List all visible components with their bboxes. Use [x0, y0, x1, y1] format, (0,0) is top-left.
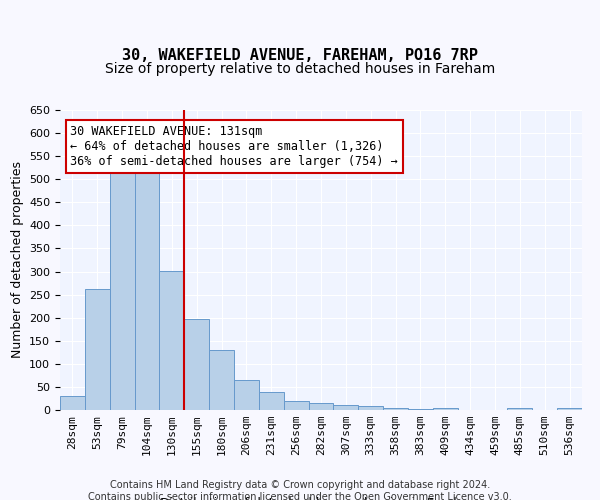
Bar: [259, 392, 284, 410]
Bar: [308, 403, 334, 410]
Bar: [557, 408, 582, 410]
Bar: [284, 401, 308, 410]
Bar: [184, 319, 209, 410]
X-axis label: Distribution of detached houses by size in Fareham: Distribution of detached houses by size …: [161, 497, 482, 500]
Y-axis label: Number of detached properties: Number of detached properties: [11, 162, 23, 358]
Bar: [433, 408, 458, 410]
Bar: [160, 270, 184, 410]
Text: 30, WAKEFIELD AVENUE, FAREHAM, PO16 7RP: 30, WAKEFIELD AVENUE, FAREHAM, PO16 7RP: [122, 48, 478, 62]
Text: 30 WAKEFIELD AVENUE: 131sqm
← 64% of detached houses are smaller (1,326)
36% of : 30 WAKEFIELD AVENUE: 131sqm ← 64% of det…: [70, 125, 398, 168]
Bar: [110, 172, 134, 410]
Bar: [408, 408, 433, 410]
Bar: [334, 406, 358, 410]
Bar: [508, 408, 532, 410]
Bar: [383, 408, 408, 410]
Bar: [60, 396, 85, 410]
Bar: [134, 172, 160, 410]
Bar: [358, 406, 383, 410]
Bar: [234, 380, 259, 410]
Text: Contains HM Land Registry data © Crown copyright and database right 2024.
Contai: Contains HM Land Registry data © Crown c…: [88, 480, 512, 500]
Bar: [209, 350, 234, 410]
Text: Size of property relative to detached houses in Fareham: Size of property relative to detached ho…: [105, 62, 495, 76]
Bar: [85, 289, 110, 410]
